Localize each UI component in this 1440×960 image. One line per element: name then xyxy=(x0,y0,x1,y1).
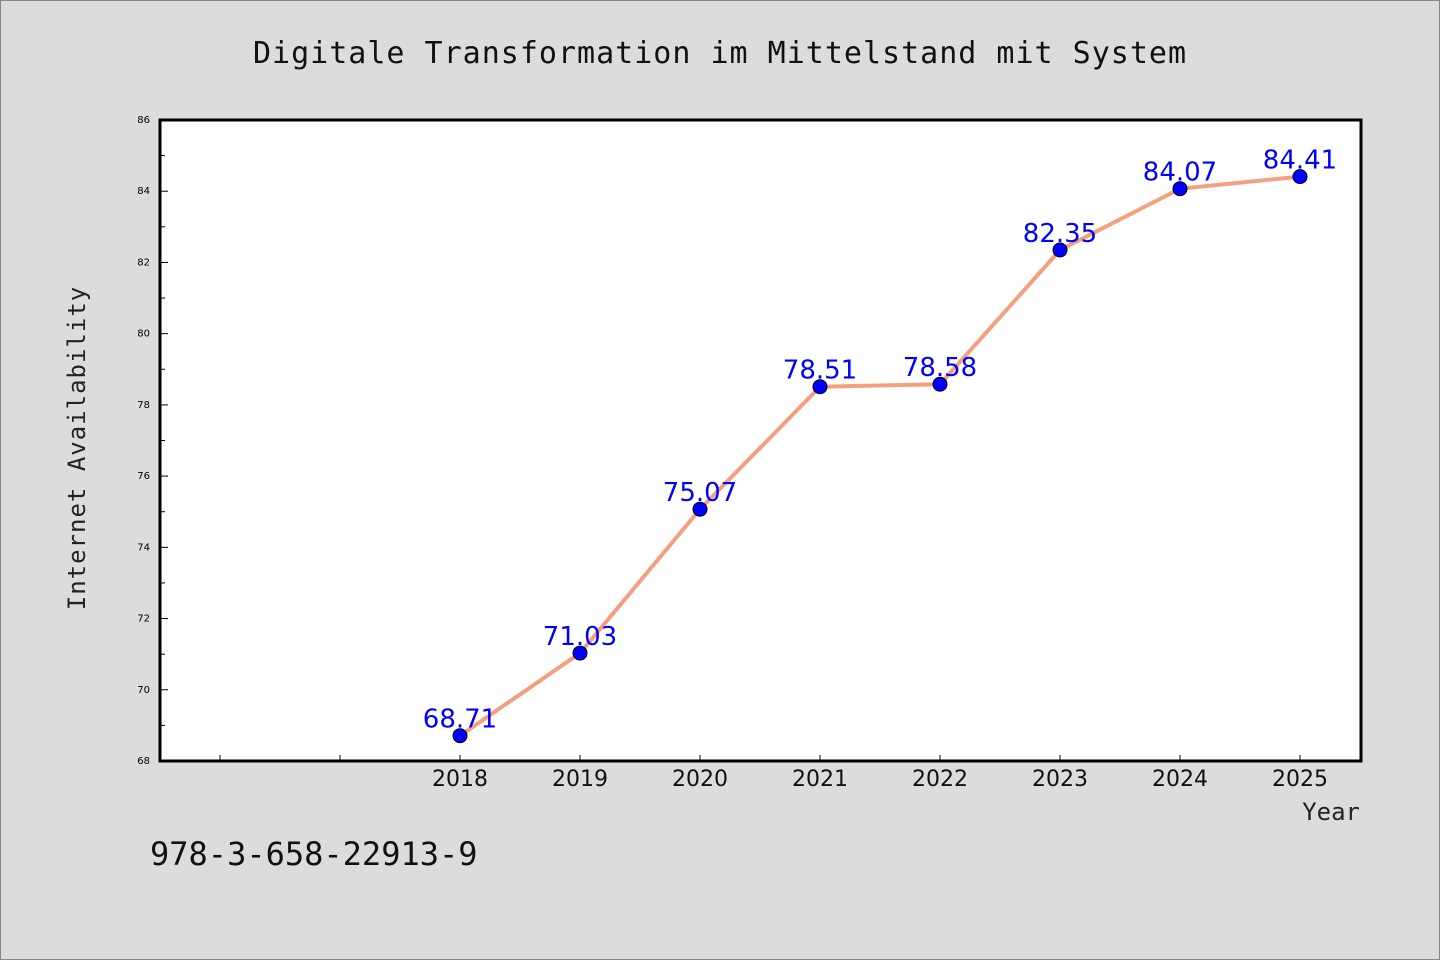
y-tick-label: 82 xyxy=(137,257,150,268)
data-label: 78.58 xyxy=(903,353,977,383)
data-labels: 68.71 71.03 75.07 78.51 78.58 82.35 84.07 84.41 xyxy=(423,146,1337,735)
plot-frame xyxy=(158,118,1363,763)
y-tick-label: 74 xyxy=(137,542,150,553)
data-label: 75.07 xyxy=(663,478,737,508)
plot-area xyxy=(160,120,1361,761)
y-axis-label: Internet Availability xyxy=(63,286,91,610)
x-tick-label: 2019 xyxy=(552,767,608,792)
series-line xyxy=(458,174,1301,738)
data-points xyxy=(452,169,1308,744)
data-point xyxy=(812,379,828,395)
data-point xyxy=(932,376,948,392)
y-tick-label: 76 xyxy=(137,471,150,482)
y-tick-label: 84 xyxy=(137,186,150,197)
y-tick-label: 70 xyxy=(137,685,150,696)
x-tick-label: 2022 xyxy=(912,767,968,792)
chart-title: Digitale Transformation im Mittelstand m… xyxy=(253,36,1187,71)
y-tick-label: 68 xyxy=(137,756,150,767)
x-tick-label: 2020 xyxy=(672,767,728,792)
data-point xyxy=(572,645,588,661)
isbn-text: 978-3-658-22913-9 xyxy=(150,835,478,873)
data-point xyxy=(1292,169,1308,185)
data-point xyxy=(1172,181,1188,197)
x-axis-label: Year xyxy=(1302,798,1360,826)
y-tick-label: 86 xyxy=(137,115,150,126)
x-axis: 2018 2019 2020 2021 2022 2023 2024 2025 xyxy=(219,755,1328,792)
data-label: 84.07 xyxy=(1143,158,1217,188)
data-label: 82.35 xyxy=(1023,219,1097,249)
x-tick-label: 2025 xyxy=(1272,767,1328,792)
data-label: 78.51 xyxy=(783,356,857,386)
data-label: 71.03 xyxy=(543,622,617,652)
y-tick-label: 72 xyxy=(137,614,150,625)
data-point xyxy=(452,728,468,744)
x-tick-label: 2024 xyxy=(1152,767,1208,792)
y-tick-label: 80 xyxy=(137,329,150,340)
data-point xyxy=(1052,242,1068,258)
data-point xyxy=(692,501,708,517)
x-tick-label: 2021 xyxy=(792,767,848,792)
data-label: 84.41 xyxy=(1263,146,1337,176)
data-label: 68.71 xyxy=(423,705,497,735)
x-tick-label: 2018 xyxy=(432,767,488,792)
x-tick-label: 2023 xyxy=(1032,767,1088,792)
y-tick-label: 78 xyxy=(137,400,150,411)
